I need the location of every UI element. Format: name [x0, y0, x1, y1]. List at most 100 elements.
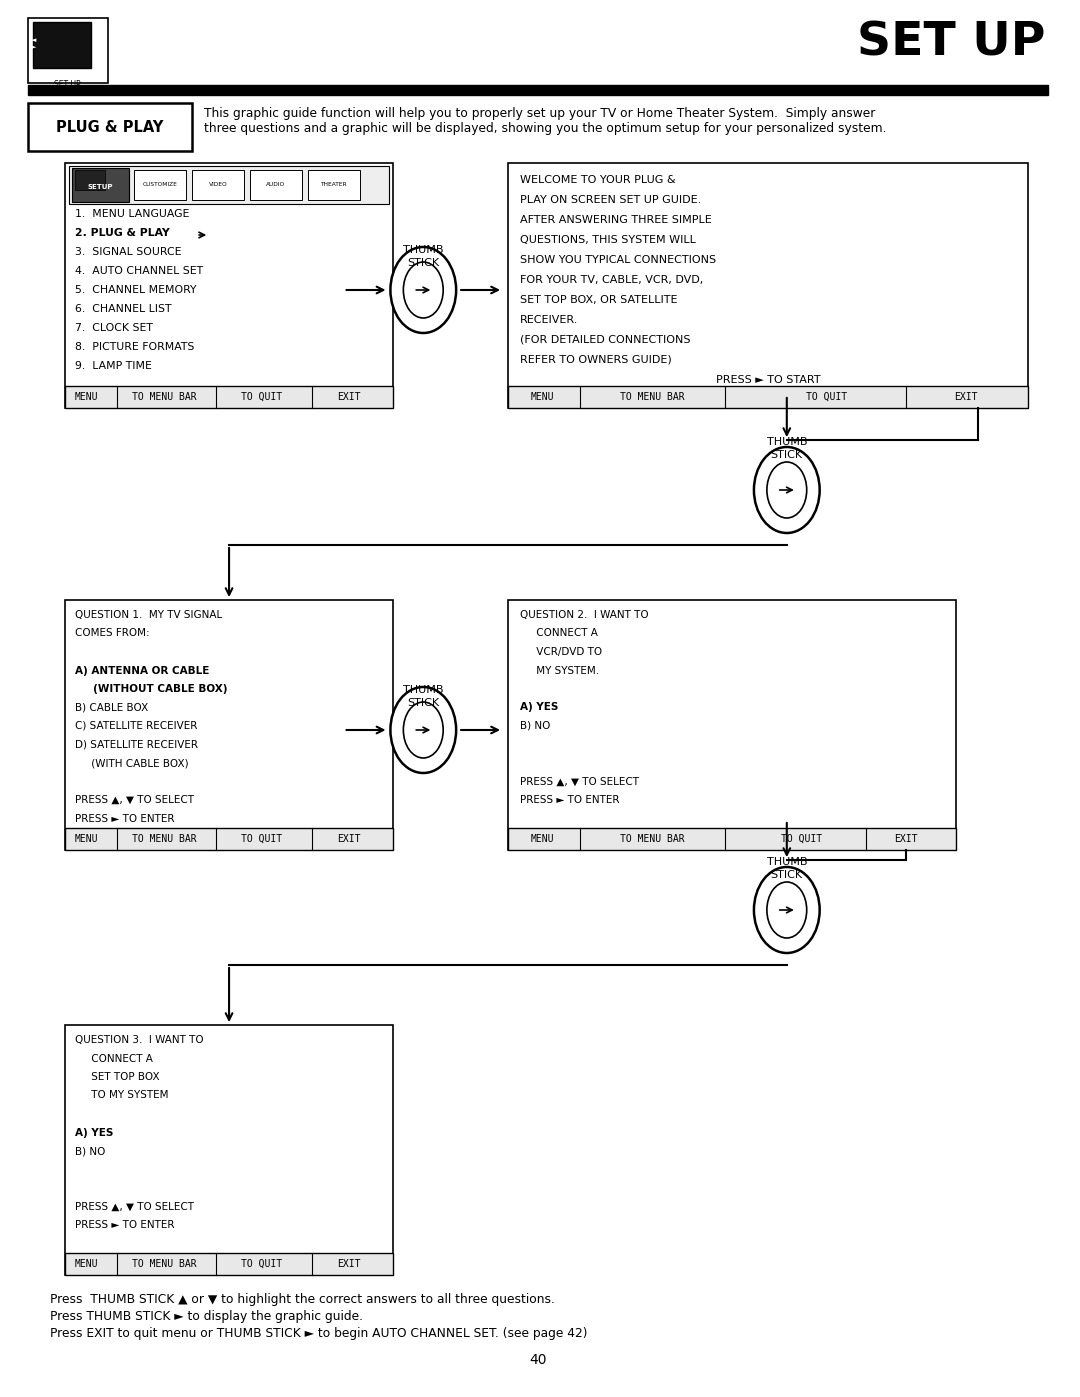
Text: A) YES: A) YES [75, 1127, 113, 1137]
Text: D) SATELLITE RECEIVER: D) SATELLITE RECEIVER [75, 739, 198, 750]
Text: 7.  CLOCK SET: 7. CLOCK SET [75, 323, 152, 332]
Text: PRESS ► TO ENTER: PRESS ► TO ENTER [75, 1220, 174, 1229]
Ellipse shape [403, 263, 443, 319]
Text: (WITH CABLE BOX): (WITH CABLE BOX) [75, 759, 188, 768]
Text: SET UP: SET UP [858, 20, 1045, 66]
Ellipse shape [390, 247, 456, 332]
Text: SET TOP BOX, OR SATELLITE: SET TOP BOX, OR SATELLITE [519, 295, 677, 305]
Bar [508, 828, 956, 849]
Bar [134, 170, 186, 200]
Text: SET UP: SET UP [54, 80, 81, 89]
Text: MY SYSTEM.: MY SYSTEM. [519, 665, 599, 676]
Bar [28, 18, 108, 82]
Text: three questions and a graphic will be displayed, showing you the optimum setup f: three questions and a graphic will be di… [204, 122, 887, 136]
Text: B) NO: B) NO [75, 1146, 105, 1155]
Text: PRESS ► TO START: PRESS ► TO START [716, 374, 820, 386]
Text: 4.  AUTO CHANNEL SET: 4. AUTO CHANNEL SET [75, 265, 203, 277]
Text: MENU: MENU [531, 834, 554, 844]
Text: 40: 40 [529, 1354, 546, 1368]
Text: SHOW YOU TYPICAL CONNECTIONS: SHOW YOU TYPICAL CONNECTIONS [519, 256, 716, 265]
Text: VIDEO: VIDEO [208, 182, 228, 187]
Text: THUMB: THUMB [767, 856, 807, 868]
Text: CUSTOMIZE: CUSTOMIZE [143, 182, 178, 187]
Text: (FOR DETAILED CONNECTIONS: (FOR DETAILED CONNECTIONS [519, 335, 690, 345]
Text: Press  THUMB STICK ▲ or ▼ to highlight the correct answers to all three question: Press THUMB STICK ▲ or ▼ to highlight th… [50, 1294, 555, 1306]
Text: 9.  LAMP TIME: 9. LAMP TIME [75, 360, 151, 372]
Text: COMES FROM:: COMES FROM: [75, 629, 149, 638]
Bar [65, 163, 393, 408]
Text: TO MY SYSTEM: TO MY SYSTEM [75, 1091, 168, 1101]
Text: VCR/DVD TO: VCR/DVD TO [519, 647, 602, 657]
Text: 2. PLUG & PLAY: 2. PLUG & PLAY [75, 228, 170, 237]
Text: TO MENU BAR: TO MENU BAR [620, 393, 685, 402]
Text: STICK: STICK [771, 870, 802, 880]
Text: TO QUIT: TO QUIT [781, 834, 822, 844]
Text: TO MENU BAR: TO MENU BAR [132, 393, 197, 402]
Text: TO MENU BAR: TO MENU BAR [132, 834, 197, 844]
Text: QUESTION 2.  I WANT TO: QUESTION 2. I WANT TO [519, 610, 648, 620]
Text: MENU: MENU [75, 393, 98, 402]
Bar [65, 828, 393, 849]
Text: A) ANTENNA OR CABLE: A) ANTENNA OR CABLE [75, 665, 210, 676]
Bar [508, 163, 1028, 408]
Text: PRESS ► TO ENTER: PRESS ► TO ENTER [519, 795, 620, 805]
Text: C) SATELLITE RECEIVER: C) SATELLITE RECEIVER [75, 721, 197, 731]
Bar [65, 1025, 393, 1275]
Text: STICK: STICK [407, 698, 440, 708]
Text: 1.  MENU LANGUAGE: 1. MENU LANGUAGE [75, 210, 189, 219]
Text: 3.  SIGNAL SOURCE: 3. SIGNAL SOURCE [75, 247, 181, 257]
Bar [28, 103, 192, 151]
Text: STICK: STICK [771, 450, 802, 460]
Text: PLAY ON SCREEN SET UP GUIDE.: PLAY ON SCREEN SET UP GUIDE. [519, 196, 701, 205]
Text: (WITHOUT CABLE BOX): (WITHOUT CABLE BOX) [75, 685, 227, 694]
Bar [508, 386, 1028, 408]
Bar [65, 1253, 393, 1275]
Text: EXIT: EXIT [337, 1259, 361, 1268]
Text: AUDIO: AUDIO [267, 182, 285, 187]
Text: THUMB: THUMB [403, 244, 444, 256]
Text: RECEIVER.: RECEIVER. [519, 314, 578, 326]
Text: A) YES: A) YES [519, 703, 558, 712]
Text: QUESTION 1.  MY TV SIGNAL: QUESTION 1. MY TV SIGNAL [75, 610, 222, 620]
Text: EXIT: EXIT [337, 834, 361, 844]
Text: Press EXIT to quit menu or THUMB STICK ► to begin AUTO CHANNEL SET. (see page 42: Press EXIT to quit menu or THUMB STICK ►… [50, 1327, 588, 1340]
Text: MENU: MENU [75, 1259, 98, 1268]
Bar [71, 168, 130, 203]
Text: TO QUIT: TO QUIT [241, 1259, 283, 1268]
Text: EXIT: EXIT [955, 393, 977, 402]
Text: FOR YOUR TV, CABLE, VCR, DVD,: FOR YOUR TV, CABLE, VCR, DVD, [519, 275, 703, 285]
Ellipse shape [754, 868, 820, 953]
Text: Press THUMB STICK ► to display the graphic guide.: Press THUMB STICK ► to display the graph… [50, 1310, 363, 1323]
Text: PRESS ▲, ▼ TO SELECT: PRESS ▲, ▼ TO SELECT [519, 777, 639, 787]
Text: TO MENU BAR: TO MENU BAR [132, 1259, 197, 1268]
Text: SETUP: SETUP [87, 184, 113, 190]
Text: MENU: MENU [531, 393, 554, 402]
Bar [28, 85, 1048, 95]
Text: TO QUIT: TO QUIT [241, 834, 283, 844]
Ellipse shape [767, 882, 807, 937]
Text: QUESTIONS, THIS SYSTEM WILL: QUESTIONS, THIS SYSTEM WILL [519, 235, 696, 244]
Text: PLUG & PLAY: PLUG & PLAY [56, 120, 163, 134]
Text: REFER TO OWNERS GUIDE): REFER TO OWNERS GUIDE) [519, 355, 672, 365]
Text: 6.  CHANNEL LIST: 6. CHANNEL LIST [75, 305, 172, 314]
Bar [65, 386, 393, 408]
Text: EXIT: EXIT [894, 834, 918, 844]
Bar [69, 166, 390, 204]
Text: PRESS ► TO ENTER: PRESS ► TO ENTER [75, 813, 174, 823]
Text: SET TOP BOX: SET TOP BOX [75, 1071, 160, 1083]
Text: This graphic guide function will help you to properly set up your TV or Home The: This graphic guide function will help yo… [204, 108, 876, 120]
Bar [508, 599, 956, 849]
Text: QUESTION 3.  I WANT TO: QUESTION 3. I WANT TO [75, 1035, 203, 1045]
Bar [32, 22, 91, 68]
Text: MENU: MENU [75, 834, 98, 844]
Text: TO QUIT: TO QUIT [806, 393, 847, 402]
Text: THUMB: THUMB [767, 437, 807, 447]
Text: CONNECT A: CONNECT A [519, 629, 597, 638]
Bar [65, 599, 393, 849]
Bar [249, 170, 301, 200]
Text: 8.  PICTURE FORMATS: 8. PICTURE FORMATS [75, 342, 194, 352]
Text: 5.  CHANNEL MEMORY: 5. CHANNEL MEMORY [75, 285, 197, 295]
Text: TO QUIT: TO QUIT [241, 393, 283, 402]
Text: ◄
►: ◄ ► [31, 38, 37, 50]
Text: B) NO: B) NO [519, 721, 551, 731]
